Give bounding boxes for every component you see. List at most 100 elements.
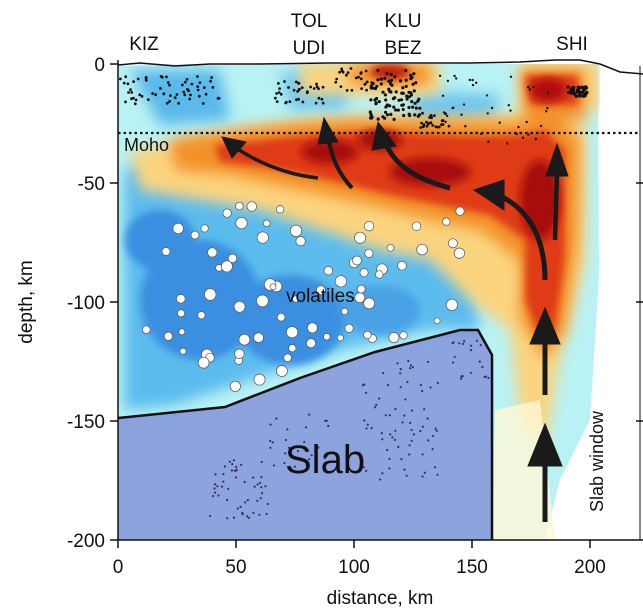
station-label-bez: BEZ	[385, 38, 422, 59]
seismicity-dot	[369, 116, 373, 120]
seismicity-dot	[413, 101, 417, 105]
seismicity-dot	[532, 85, 535, 89]
volatile-circle	[323, 333, 331, 341]
arrowhead-icon	[317, 116, 339, 145]
seismicity-dot	[421, 425, 424, 428]
seismicity-dot	[436, 473, 439, 476]
volatile-circle	[354, 292, 366, 304]
seismicity-dot	[452, 361, 455, 364]
seismicity-dot	[363, 82, 367, 86]
seismicity-dot	[127, 91, 130, 94]
seismicity-dot	[421, 475, 424, 478]
seismicity-dot	[138, 93, 142, 97]
seismicity-dot	[294, 80, 298, 84]
seismicity-dot	[383, 76, 387, 80]
seismicity-dot	[175, 93, 179, 96]
seismicity-dot	[410, 428, 413, 431]
seismicity-dot	[232, 516, 235, 519]
seismicity-dot	[211, 86, 215, 89]
seismicity-dot	[204, 92, 208, 96]
seismicity-dot	[569, 91, 574, 95]
seismicity-dot	[315, 82, 318, 86]
station-label-kiz: KIZ	[129, 34, 159, 55]
seismicity-dot	[247, 516, 251, 519]
seismicity-dot	[187, 89, 191, 93]
seismicity-dot	[388, 414, 391, 417]
seismicity-dot	[124, 75, 128, 79]
seismicity-dot	[279, 92, 283, 96]
seismicity-dot	[447, 124, 451, 128]
seismicity-dot	[462, 103, 466, 106]
volatile-circle	[197, 311, 206, 320]
seismicity-dot	[363, 383, 366, 386]
seismicity-dot	[159, 75, 163, 78]
seismicity-dot	[509, 109, 512, 112]
seismicity-dot	[431, 448, 434, 451]
seismicity-dot	[314, 101, 318, 105]
seismicity-dot	[154, 93, 158, 97]
seismicity-dot	[479, 344, 482, 347]
seismicity-dot	[228, 460, 231, 463]
seismicity-dot	[438, 74, 442, 78]
volatile-circle	[447, 238, 458, 249]
seismicity-dot	[124, 100, 127, 104]
seismicity-dot	[458, 342, 461, 345]
seismicity-dot	[393, 96, 397, 100]
seismicity-dot	[321, 101, 325, 105]
seismicity-dot	[309, 85, 312, 89]
seismicity-dot	[414, 81, 418, 85]
seismicity-dot	[231, 463, 234, 466]
volatile-circle	[276, 312, 286, 322]
volatile-circle	[283, 353, 292, 363]
volatile-circle	[176, 294, 186, 304]
volatile-circle	[364, 248, 374, 258]
seismicity-dot	[446, 114, 449, 118]
seismicity-dot	[365, 427, 368, 430]
seismicity-dot	[427, 439, 430, 442]
station-label-klu: KLU	[385, 11, 422, 32]
seismicity-dot	[409, 77, 413, 81]
seismicity-dot	[571, 85, 576, 90]
seismicity-dot	[264, 485, 267, 488]
seismicity-dot	[463, 340, 466, 343]
seismicity-dot	[305, 463, 308, 467]
seismicity-dot	[546, 107, 549, 110]
seismicity-dot	[422, 125, 425, 129]
y-tick-label: -50	[78, 174, 105, 195]
seismicity-dot	[396, 108, 400, 112]
seismicity-dot	[369, 112, 373, 117]
seismicity-dot	[269, 446, 272, 449]
seismicity-dot	[246, 499, 249, 502]
seismicity-dot	[426, 122, 430, 126]
seismicity-dot	[389, 112, 393, 116]
volatile-circles	[142, 201, 465, 392]
seismicity-dot	[335, 77, 339, 81]
seismicity-dot	[384, 414, 387, 417]
seismicity-dot	[455, 77, 458, 80]
seismicity-dot	[260, 476, 263, 479]
seismicity-dot	[227, 487, 230, 490]
seismicity-dot	[317, 446, 320, 449]
volatile-circle	[233, 300, 246, 313]
seismicity-dot	[411, 409, 414, 412]
seismicity-dot	[370, 427, 373, 430]
seismicity-dot	[185, 77, 189, 81]
volatile-circle	[234, 348, 245, 359]
seismicity-dot	[216, 485, 219, 488]
seismicity-dot	[412, 433, 415, 436]
seismicity-dot	[252, 476, 255, 479]
seismicity-dot	[385, 103, 389, 107]
seismicity-dot	[525, 120, 528, 124]
seismicity-dot	[223, 465, 226, 468]
seismicity-dot	[475, 81, 478, 85]
seismicity-dot	[303, 440, 306, 444]
seismicity-dot	[243, 481, 246, 484]
seismicity-dot	[391, 436, 394, 439]
seismicity-dot	[294, 445, 297, 448]
seismicity-dot	[440, 123, 443, 127]
volatile-circle	[359, 268, 369, 278]
seismicity-dot	[527, 85, 530, 89]
seismicity-dot	[201, 102, 205, 105]
velocity-anomaly-field	[118, 64, 643, 540]
seismicity-dot	[426, 417, 429, 420]
